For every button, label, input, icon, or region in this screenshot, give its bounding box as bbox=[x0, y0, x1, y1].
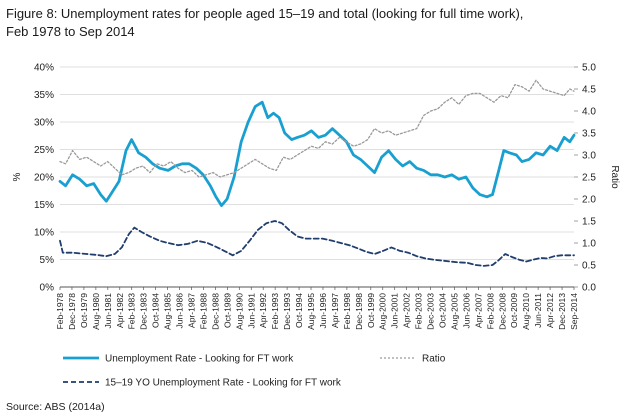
x-tick-label: Aug-1985 bbox=[163, 293, 173, 330]
x-tick-label: Oct-1984 bbox=[151, 293, 161, 328]
x-tick-label: Oct-1989 bbox=[222, 293, 232, 328]
x-tick-label: Dec-2013 bbox=[557, 293, 567, 330]
x-tick-label: Jun-1991 bbox=[246, 293, 256, 329]
right-tick-label: 4.0 bbox=[582, 107, 596, 118]
legend-label: 15–19 YO Unemployment Rate - Looking for… bbox=[105, 378, 342, 389]
x-tick-label: Oct-1979 bbox=[79, 293, 89, 328]
x-tick-label: Oct-1999 bbox=[366, 293, 376, 328]
left-axis-label: % bbox=[12, 172, 23, 181]
left-tick-label: 40% bbox=[34, 63, 54, 74]
right-axis-ticks: 0.0 0.5 1.0 1.5 2.0 2.5 3.0 3.5 4.0 4.5 5.0 bbox=[574, 63, 596, 294]
x-tick-label: Jun-2001 bbox=[390, 293, 400, 329]
x-tick-label: Apr-2007 bbox=[473, 293, 483, 328]
left-tick-label: 0% bbox=[40, 283, 55, 294]
x-tick-label: Dec-1983 bbox=[139, 293, 149, 330]
legend: Unemployment Rate - Looking for FT work R… bbox=[63, 354, 446, 389]
x-tick-label: Dec-2008 bbox=[497, 293, 507, 330]
x-tick-label: Aug-2010 bbox=[521, 293, 531, 330]
x-tick-label: Dec-1988 bbox=[210, 293, 220, 330]
x-tick-label: Aug-2005 bbox=[449, 293, 459, 330]
right-tick-label: 3.5 bbox=[582, 129, 596, 140]
right-axis-label: Ratio bbox=[609, 165, 620, 189]
series-lines bbox=[58, 79, 576, 267]
x-tick-label: Jun-2006 bbox=[461, 293, 471, 329]
x-tick-label: Feb-1993 bbox=[270, 293, 280, 330]
x-tick-label: Apr-1992 bbox=[258, 293, 268, 328]
x-tick-label: Dec-1998 bbox=[354, 293, 364, 330]
left-tick-label: 10% bbox=[34, 228, 54, 239]
x-tick-label: Feb-1978 bbox=[55, 293, 65, 330]
right-tick-label: 2.5 bbox=[582, 173, 596, 184]
x-tick-label: Dec-1978 bbox=[67, 293, 77, 330]
right-tick-label: 1.0 bbox=[582, 239, 596, 250]
left-tick-label: 35% bbox=[34, 90, 54, 101]
right-tick-label: 3.0 bbox=[582, 151, 596, 162]
x-tick-label: Apr-1997 bbox=[330, 293, 340, 328]
series-line-dashed bbox=[59, 220, 575, 267]
chart-title-line2: Feb 1978 to Sep 2014 bbox=[6, 24, 135, 39]
left-tick-label: 30% bbox=[34, 118, 54, 129]
x-tick-label: Dec-2003 bbox=[426, 293, 436, 330]
x-tick-label: Jun-1981 bbox=[103, 293, 113, 329]
series-line-solid bbox=[58, 100, 576, 208]
legend-label: Ratio bbox=[422, 354, 446, 365]
right-tick-label: 0.5 bbox=[582, 261, 596, 272]
x-tick-label: Apr-2002 bbox=[402, 293, 412, 328]
left-tick-label: 25% bbox=[34, 145, 54, 156]
series-line-dotted bbox=[59, 79, 575, 178]
right-tick-label: 0.0 bbox=[582, 283, 596, 294]
legend-label: Unemployment Rate - Looking for FT work bbox=[105, 354, 294, 365]
right-tick-label: 1.5 bbox=[582, 217, 596, 228]
x-tick-label: Feb-1998 bbox=[342, 293, 352, 330]
x-axis-ticks: Feb-1978 Dec-1978 Oct-1979 Aug-1980 Jun-1981… bbox=[55, 287, 579, 330]
x-tick-label: Aug-1995 bbox=[306, 293, 316, 330]
gridlines bbox=[60, 66, 574, 288]
chart-title: Figure 8: Unemployment rates for people … bbox=[6, 5, 606, 41]
left-tick-label: 15% bbox=[34, 200, 54, 211]
x-tick-label: Aug-2000 bbox=[378, 293, 388, 330]
x-tick-label: Aug-1990 bbox=[234, 293, 244, 330]
x-tick-label: Apr-1987 bbox=[186, 293, 196, 328]
right-tick-label: 4.5 bbox=[582, 85, 596, 96]
x-tick-label: Dec-1993 bbox=[282, 293, 292, 330]
x-tick-label: Jun-2011 bbox=[533, 293, 543, 328]
x-tick-label: Apr-2012 bbox=[545, 293, 555, 328]
left-axis-ticks: 0% 5% 10% 15% 20% 25% 30% 35% 40% bbox=[34, 63, 54, 294]
chart-title-line1: Figure 8: Unemployment rates for people … bbox=[6, 6, 524, 21]
x-tick-label: Sep-2014 bbox=[569, 293, 579, 330]
x-tick-label: Feb-1988 bbox=[198, 293, 208, 330]
x-tick-label: Aug-1980 bbox=[91, 293, 101, 330]
x-tick-label: Oct-2009 bbox=[509, 293, 519, 328]
x-tick-label: Jun-1996 bbox=[318, 293, 328, 329]
x-tick-label: Oct-2004 bbox=[438, 293, 448, 328]
left-tick-label: 20% bbox=[34, 173, 54, 184]
left-tick-label: 5% bbox=[40, 255, 55, 266]
x-tick-label: Apr-1982 bbox=[115, 293, 125, 328]
x-tick-label: Jun-1986 bbox=[175, 293, 185, 329]
x-tick-label: Oct-1994 bbox=[294, 293, 304, 328]
right-tick-label: 5.0 bbox=[582, 63, 596, 74]
right-tick-label: 2.0 bbox=[582, 195, 596, 206]
x-tick-label: Feb-1983 bbox=[127, 293, 137, 330]
x-tick-label: Feb-2003 bbox=[414, 293, 424, 330]
source-note: Source: ABS (2014a) bbox=[6, 401, 105, 413]
x-tick-label: Feb-2008 bbox=[485, 293, 495, 330]
